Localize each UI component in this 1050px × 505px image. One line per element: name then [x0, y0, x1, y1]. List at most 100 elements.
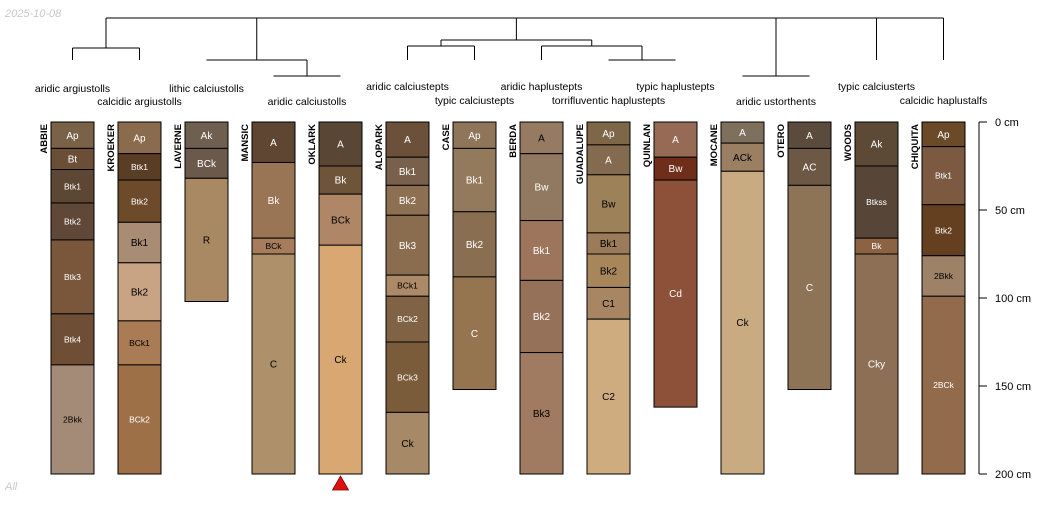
horizon-case-ap — [452, 121, 497, 149]
horizon-guadalupe-c2 — [586, 318, 631, 475]
taxon-label: aridic haplustepts — [501, 81, 583, 93]
horizon-case-bk2 — [452, 211, 497, 278]
horizon-berda-bw — [519, 153, 564, 222]
taxon-label: typic calciusterts — [838, 81, 915, 93]
horizon-chiquita-2bck — [921, 295, 966, 475]
horizon-label: Btkss — [866, 197, 887, 207]
profile-id-kroeker: KROEKER — [106, 124, 117, 172]
horizon-label: A — [739, 128, 746, 139]
horizon-kroeker-bck1 — [117, 320, 162, 366]
horizon-mocane-ck — [720, 170, 765, 475]
horizon-chiquita-ap — [921, 121, 966, 148]
horizon-label: Cd — [669, 289, 682, 300]
horizon-label: A — [404, 135, 411, 146]
horizon-kroeker-bk1 — [117, 221, 162, 264]
horizon-label: Bk2 — [533, 312, 551, 323]
horizon-label: Cky — [868, 360, 885, 371]
horizon-label: Bk3 — [399, 241, 417, 252]
depth-tick-label: 0 cm — [995, 117, 1019, 129]
horizon-label: A — [605, 155, 612, 166]
depth-tick-label: 50 cm — [995, 205, 1025, 217]
horizon-otero-c — [787, 184, 832, 391]
horizon-label: 2Bkk — [934, 271, 954, 281]
horizon-label: A — [538, 133, 545, 144]
horizon-label: A — [270, 138, 277, 149]
horizon-label: BCk1 — [397, 281, 418, 291]
horizon-mansic-c — [251, 253, 296, 475]
horizon-label: Bk3 — [533, 409, 551, 420]
horizon-guadalupe-bw — [586, 174, 631, 234]
horizon-label: C2 — [602, 392, 615, 403]
horizon-label: Bk — [268, 196, 281, 207]
horizon-alopark-ck — [385, 411, 430, 475]
horizon-label: Btk3 — [64, 272, 81, 282]
horizon-woods-btkss — [854, 165, 899, 239]
horizon-label: A — [337, 140, 344, 151]
horizon-otero-ac — [787, 147, 832, 186]
horizon-otero-a — [787, 121, 832, 149]
taxon-label: calcidic argiustolls — [97, 96, 182, 108]
horizon-label: BCk1 — [129, 338, 150, 348]
horizon-alopark-bck3 — [385, 341, 430, 413]
horizon-berda-bk2 — [519, 279, 564, 354]
horizon-label: Ak — [201, 131, 214, 142]
horizon-chiquita-btk1 — [921, 146, 966, 206]
horizon-label: Ap — [66, 131, 79, 142]
profile-id-mocane: MOCANE — [709, 124, 720, 166]
horizon-laverne-ak — [184, 121, 229, 149]
horizon-guadalupe-c1 — [586, 286, 631, 320]
horizon-label: Bk1 — [600, 239, 618, 250]
horizon-kroeker-btk1 — [117, 153, 162, 181]
horizon-woods-ak — [854, 121, 899, 167]
horizon-label: C1 — [602, 299, 615, 310]
horizon-label: Bk2 — [466, 240, 484, 251]
horizon-label: Bk2 — [131, 287, 149, 298]
profile-id-berda: BERDA — [508, 124, 519, 158]
horizon-abbie-btk1 — [50, 169, 95, 204]
horizon-label: Bk2 — [600, 266, 618, 277]
horizon-alopark-bk2 — [385, 184, 430, 216]
horizon-label: Bw — [669, 164, 684, 175]
horizon-alopark-a — [385, 121, 430, 158]
horizon-label: Bk — [872, 241, 883, 251]
horizon-alopark-bk3 — [385, 214, 430, 276]
profile-id-alopark: ALOPARK — [374, 124, 385, 170]
taxon-label: typic calciustepts — [435, 95, 514, 107]
horizon-label: C — [806, 283, 813, 294]
horizon-label: Ck — [736, 318, 749, 329]
profile-id-quinlan: QUINLAN — [642, 124, 653, 167]
profile-id-otero: OTERO — [776, 124, 787, 158]
taxon-label: aridic ustorthents — [736, 96, 816, 108]
horizon-label: BCk — [331, 215, 351, 226]
horizon-chiquita-btk2 — [921, 204, 966, 257]
horizon-berda-bk3 — [519, 352, 564, 475]
subset-label: All — [5, 481, 18, 493]
horizon-label: C — [270, 360, 277, 371]
horizon-label: R — [203, 236, 210, 247]
horizon-laverne-bck — [184, 147, 229, 179]
horizon-label: BCk — [197, 159, 217, 170]
taxon-label: calcidic haplustalfs — [900, 95, 988, 107]
horizon-label: A — [672, 135, 679, 146]
horizon-quinlan-cd — [653, 179, 698, 408]
horizon-label: Bk1 — [131, 238, 149, 249]
taxon-label: aridic argiustolls — [35, 83, 110, 95]
horizon-label: Bk — [335, 176, 348, 187]
horizon-label: Bk1 — [466, 176, 484, 187]
taxon-label: typic haplustepts — [636, 81, 714, 93]
profile-id-woods: WOODS — [843, 124, 854, 161]
horizon-kroeker-btk2 — [117, 179, 162, 223]
horizon-label: Bk1 — [399, 167, 417, 178]
horizon-chiquita-2bkk — [921, 255, 966, 297]
taxon-label: lithic calciustolls — [169, 83, 244, 95]
horizon-label: Ap — [937, 130, 950, 141]
horizon-label: Btk2 — [935, 225, 952, 235]
profile-id-abbie: ABBIE — [39, 124, 50, 154]
horizon-label: Ak — [871, 140, 884, 151]
horizon-label: 2BCk — [933, 380, 955, 390]
horizon-abbie-ap — [50, 121, 95, 149]
horizon-label: Btk1 — [131, 162, 148, 172]
horizon-label: Btk2 — [64, 217, 81, 227]
